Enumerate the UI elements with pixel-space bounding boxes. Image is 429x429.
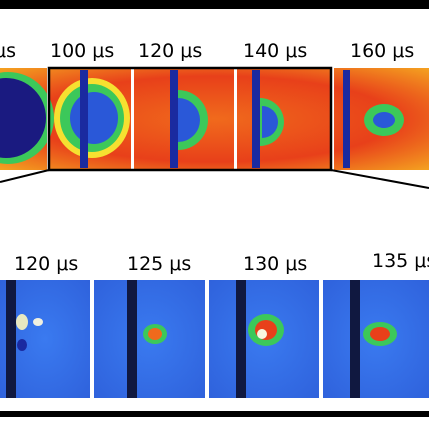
top-label: 100 μs: [50, 40, 114, 62]
top-border: [0, 0, 429, 9]
bottom-strip: [0, 280, 429, 398]
bottom-label: 120 μs: [14, 253, 78, 275]
top-strip: [0, 68, 429, 170]
bottom-label: 125 μs: [127, 253, 191, 275]
top-label: μs: [0, 40, 16, 62]
zoom-box: [47, 66, 333, 172]
top-label: 160 μs: [350, 40, 414, 62]
bottom-label: 135 μs: [372, 250, 429, 272]
zoom-line: [0, 169, 50, 183]
zoom-line: [330, 169, 429, 189]
bottom-label: 130 μs: [243, 253, 307, 275]
top-label: 140 μs: [243, 40, 307, 62]
top-label: 120 μs: [138, 40, 202, 62]
bottom-border: [0, 411, 429, 417]
